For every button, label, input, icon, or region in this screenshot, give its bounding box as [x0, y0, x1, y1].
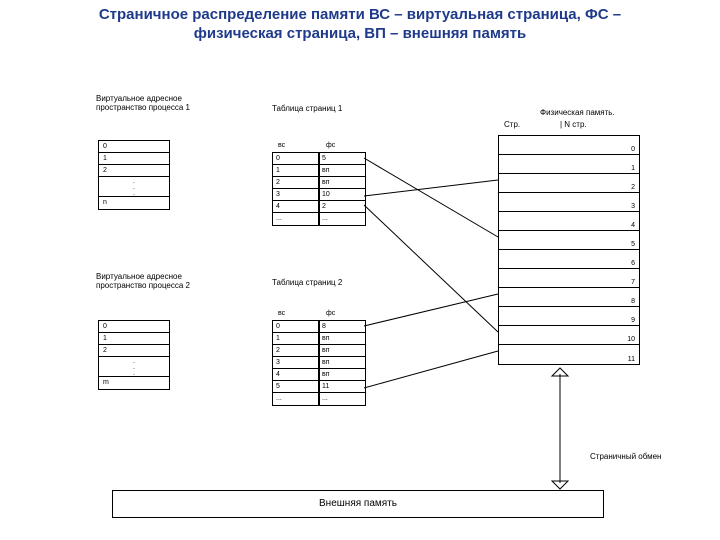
pt1-hdr-vc: вс — [278, 142, 285, 149]
vas-cell: 1 — [99, 333, 169, 345]
vas-dots: ... — [99, 177, 169, 197]
swap-label: Страничный обмен — [590, 452, 661, 461]
pt-cell: 8 — [319, 321, 365, 333]
phys-row-num: 9 — [631, 317, 635, 325]
vas-cell: 2 — [99, 345, 169, 357]
phys-memory: 0 1 2 3 4 5 6 7 8 9 10 11 — [498, 135, 640, 365]
phys-row: 5 — [499, 231, 639, 250]
pt-cell: вп — [319, 345, 365, 357]
vas-cell: 2 — [99, 165, 169, 177]
pt-cell: 3 — [273, 357, 319, 369]
vas-cell: m — [99, 377, 169, 389]
pt-cell: 2 — [319, 201, 365, 213]
pt-cell: вп — [319, 177, 365, 189]
phys-row-num: 0 — [631, 146, 635, 154]
phys-row: 1 — [499, 155, 639, 174]
pt-cell: вп — [319, 165, 365, 177]
pt-cell: 0 — [273, 153, 319, 165]
pt-cell: 10 — [319, 189, 365, 201]
pt-cell: 3 — [273, 189, 319, 201]
phys-row-num: 1 — [631, 165, 635, 173]
pt2-col-vc: 012345... — [272, 320, 320, 406]
phys-row-num: 6 — [631, 260, 635, 268]
vas-cell: 1 — [99, 153, 169, 165]
pt-cell: вп — [319, 369, 365, 381]
pt2-label: Таблица страниц 2 — [272, 278, 342, 287]
pt-cell: 1 — [273, 333, 319, 345]
pt-cell: ... — [273, 393, 319, 405]
pt-cell: 4 — [273, 369, 319, 381]
phys-row: 2 — [499, 174, 639, 193]
pt2-col-fc: 8впвпвпвп11... — [318, 320, 366, 406]
pt1-hdr-fc: фс — [326, 142, 335, 149]
title-line1: Страничное распределение памяти ВС – вир… — [99, 6, 621, 23]
vas-cell: 0 — [99, 141, 169, 153]
pt-cell: вп — [319, 357, 365, 369]
pt-cell: 11 — [319, 381, 365, 393]
vas-cell: n — [99, 197, 169, 209]
pt-cell: 1 — [273, 165, 319, 177]
pt-cell: 5 — [273, 381, 319, 393]
phys-row: 10 — [499, 326, 639, 345]
phys-row: 3 — [499, 193, 639, 212]
phys-row: 8 — [499, 288, 639, 307]
pt1-col-vc: 01234... — [272, 152, 320, 226]
vas1-stack: 012...n — [98, 140, 170, 210]
page-title: Страничное распределение памяти ВС – вир… — [0, 6, 720, 44]
phys-row: 9 — [499, 307, 639, 326]
pt-cell: 0 — [273, 321, 319, 333]
vas-dots: ... — [99, 357, 169, 377]
vas2-label: Виртуальное адресное пространство процес… — [96, 272, 216, 290]
pt2-hdr-fc: фс — [326, 310, 335, 317]
phys-row-num: 4 — [631, 222, 635, 230]
pt-cell: 4 — [273, 201, 319, 213]
pt-cell: ... — [319, 393, 365, 405]
phys-row-num: 2 — [631, 184, 635, 192]
vas-cell: 0 — [99, 321, 169, 333]
phys-label: Физическая память. — [540, 108, 615, 117]
phys-row-num: 3 — [631, 203, 635, 211]
pt-cell: ... — [273, 213, 319, 225]
phys-row: 11 — [499, 345, 639, 364]
title-line2: физическая страница, ВП – внешняя память — [194, 25, 527, 42]
pt1-col-fc: 5впвп102... — [318, 152, 366, 226]
phys-row-num: 11 — [628, 356, 635, 364]
pt-cell: 2 — [273, 177, 319, 189]
pt-cell: 5 — [319, 153, 365, 165]
phys-row: 4 — [499, 212, 639, 231]
phys-row-num: 8 — [631, 298, 635, 306]
vas1-label: Виртуальное адресное пространство процес… — [96, 94, 216, 112]
pt1-label: Таблица страниц 1 — [272, 104, 342, 113]
pt-cell: 2 — [273, 345, 319, 357]
external-memory: Внешняя память — [112, 490, 604, 518]
pt-cell: вп — [319, 333, 365, 345]
phys-sub1: Стр. — [504, 120, 520, 129]
phys-row-num: 10 — [627, 336, 635, 344]
phys-row: 6 — [499, 250, 639, 269]
phys-row-num: 7 — [631, 279, 635, 287]
vas2-stack: 012...m — [98, 320, 170, 390]
pt2-hdr-vc: вс — [278, 310, 285, 317]
pt-cell: ... — [319, 213, 365, 225]
phys-row: 0 — [499, 136, 639, 155]
phys-row-num: 5 — [631, 241, 635, 249]
phys-sub2: | N стр. — [560, 120, 587, 129]
ext-label: Внешняя память — [319, 498, 397, 509]
phys-row: 7 — [499, 269, 639, 288]
